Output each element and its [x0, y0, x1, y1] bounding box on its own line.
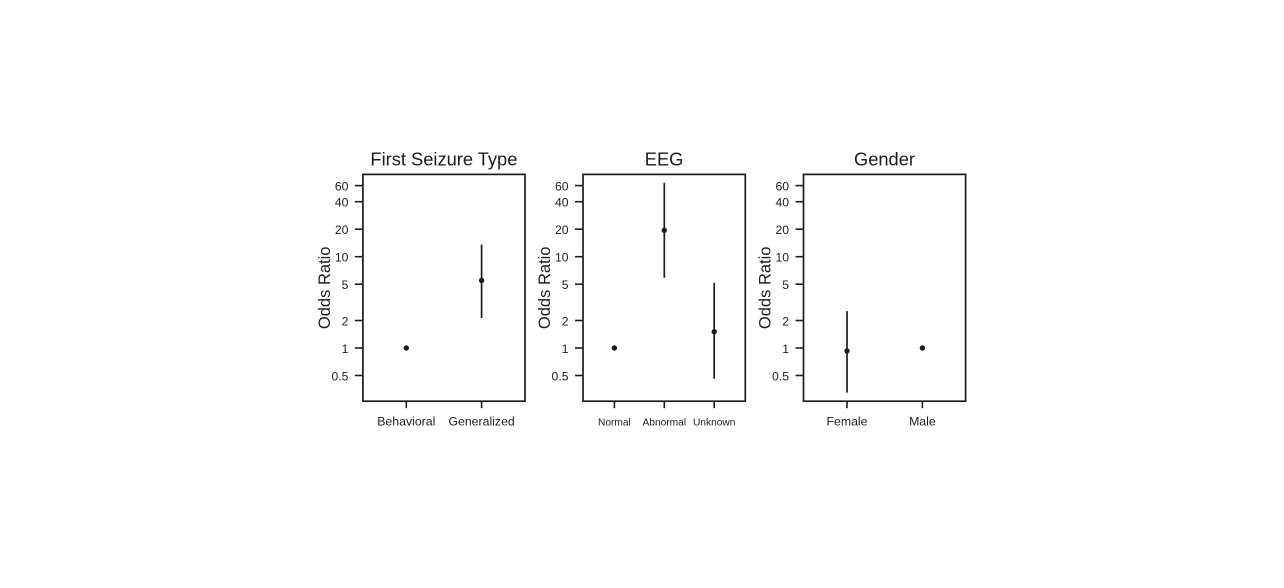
svg-text:First Seizure Type: First Seizure Type — [370, 149, 517, 170]
svg-text:0.5: 0.5 — [772, 369, 789, 383]
svg-text:60: 60 — [335, 179, 349, 193]
svg-text:10: 10 — [335, 251, 349, 265]
svg-text:2: 2 — [562, 314, 569, 328]
svg-text:40: 40 — [775, 196, 789, 210]
svg-text:20: 20 — [335, 223, 349, 237]
svg-text:60: 60 — [555, 179, 569, 193]
svg-text:20: 20 — [775, 223, 789, 237]
svg-text:5: 5 — [782, 278, 789, 292]
svg-text:Generalized: Generalized — [448, 414, 514, 428]
svg-text:Behavioral: Behavioral — [377, 414, 435, 428]
svg-text:10: 10 — [775, 251, 789, 265]
svg-text:0.5: 0.5 — [331, 369, 348, 383]
svg-text:EEG: EEG — [645, 149, 684, 170]
svg-text:Odds Ratio: Odds Ratio — [757, 247, 775, 330]
svg-text:20: 20 — [555, 223, 569, 237]
svg-text:Odds Ratio: Odds Ratio — [316, 247, 334, 330]
svg-text:Unknown: Unknown — [693, 417, 735, 428]
svg-text:2: 2 — [342, 314, 349, 328]
svg-text:Female: Female — [826, 414, 867, 428]
svg-text:0.5: 0.5 — [552, 369, 569, 383]
svg-text:5: 5 — [342, 278, 349, 292]
svg-text:40: 40 — [335, 196, 349, 210]
svg-text:60: 60 — [775, 179, 789, 193]
svg-text:2: 2 — [782, 314, 789, 328]
svg-text:1: 1 — [342, 342, 349, 356]
svg-text:Male: Male — [909, 414, 936, 428]
svg-text:Gender: Gender — [854, 149, 915, 170]
svg-text:Abnormal: Abnormal — [642, 417, 686, 428]
svg-text:40: 40 — [555, 196, 569, 210]
svg-text:1: 1 — [562, 342, 569, 356]
svg-text:5: 5 — [562, 278, 569, 292]
svg-text:Normal: Normal — [598, 417, 631, 428]
svg-text:10: 10 — [555, 251, 569, 265]
svg-text:Odds Ratio: Odds Ratio — [536, 247, 554, 330]
svg-text:1: 1 — [782, 342, 789, 356]
